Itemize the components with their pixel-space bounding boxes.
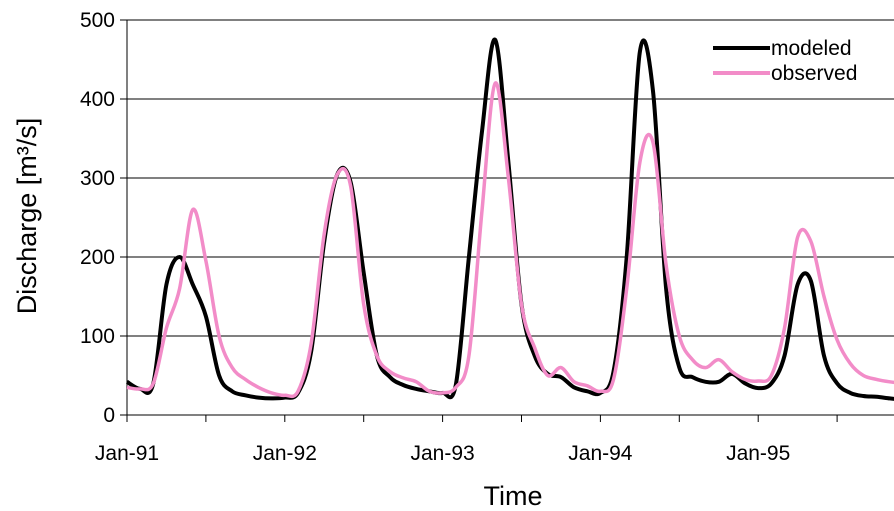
- y-tick-label: 100: [80, 325, 115, 348]
- y-axis-title: Discharge [m³/s]: [12, 118, 42, 315]
- x-tick-label: Jan-92: [253, 442, 317, 465]
- x-axis-title: Time: [484, 481, 543, 511]
- y-tick-label: 300: [80, 167, 115, 190]
- x-tick-label: Jan-93: [410, 442, 474, 465]
- y-tick-label: 0: [103, 404, 115, 427]
- y-tick-label: 200: [80, 246, 115, 269]
- x-tick-label: Jan-94: [568, 442, 633, 465]
- x-axis-tick-labels: Jan-91 Jan-92 Jan-93 Jan-94 Jan-95: [95, 415, 838, 465]
- x-tick-label: Jan-91: [95, 442, 159, 465]
- legend-label-modeled: modeled: [771, 37, 852, 60]
- y-tick-label: 500: [80, 9, 115, 32]
- axes: [126, 20, 894, 416]
- series-line-observed: [126, 81, 894, 399]
- series-lines: [125, 37, 894, 401]
- y-tick-label: 400: [80, 88, 115, 111]
- y-axis-tick-labels: 0 100 200 300 400 500: [80, 9, 127, 427]
- x-tick-label: Jan-95: [726, 442, 790, 465]
- legend-label-observed: observed: [771, 62, 857, 85]
- series-line-modeled: [125, 37, 894, 401]
